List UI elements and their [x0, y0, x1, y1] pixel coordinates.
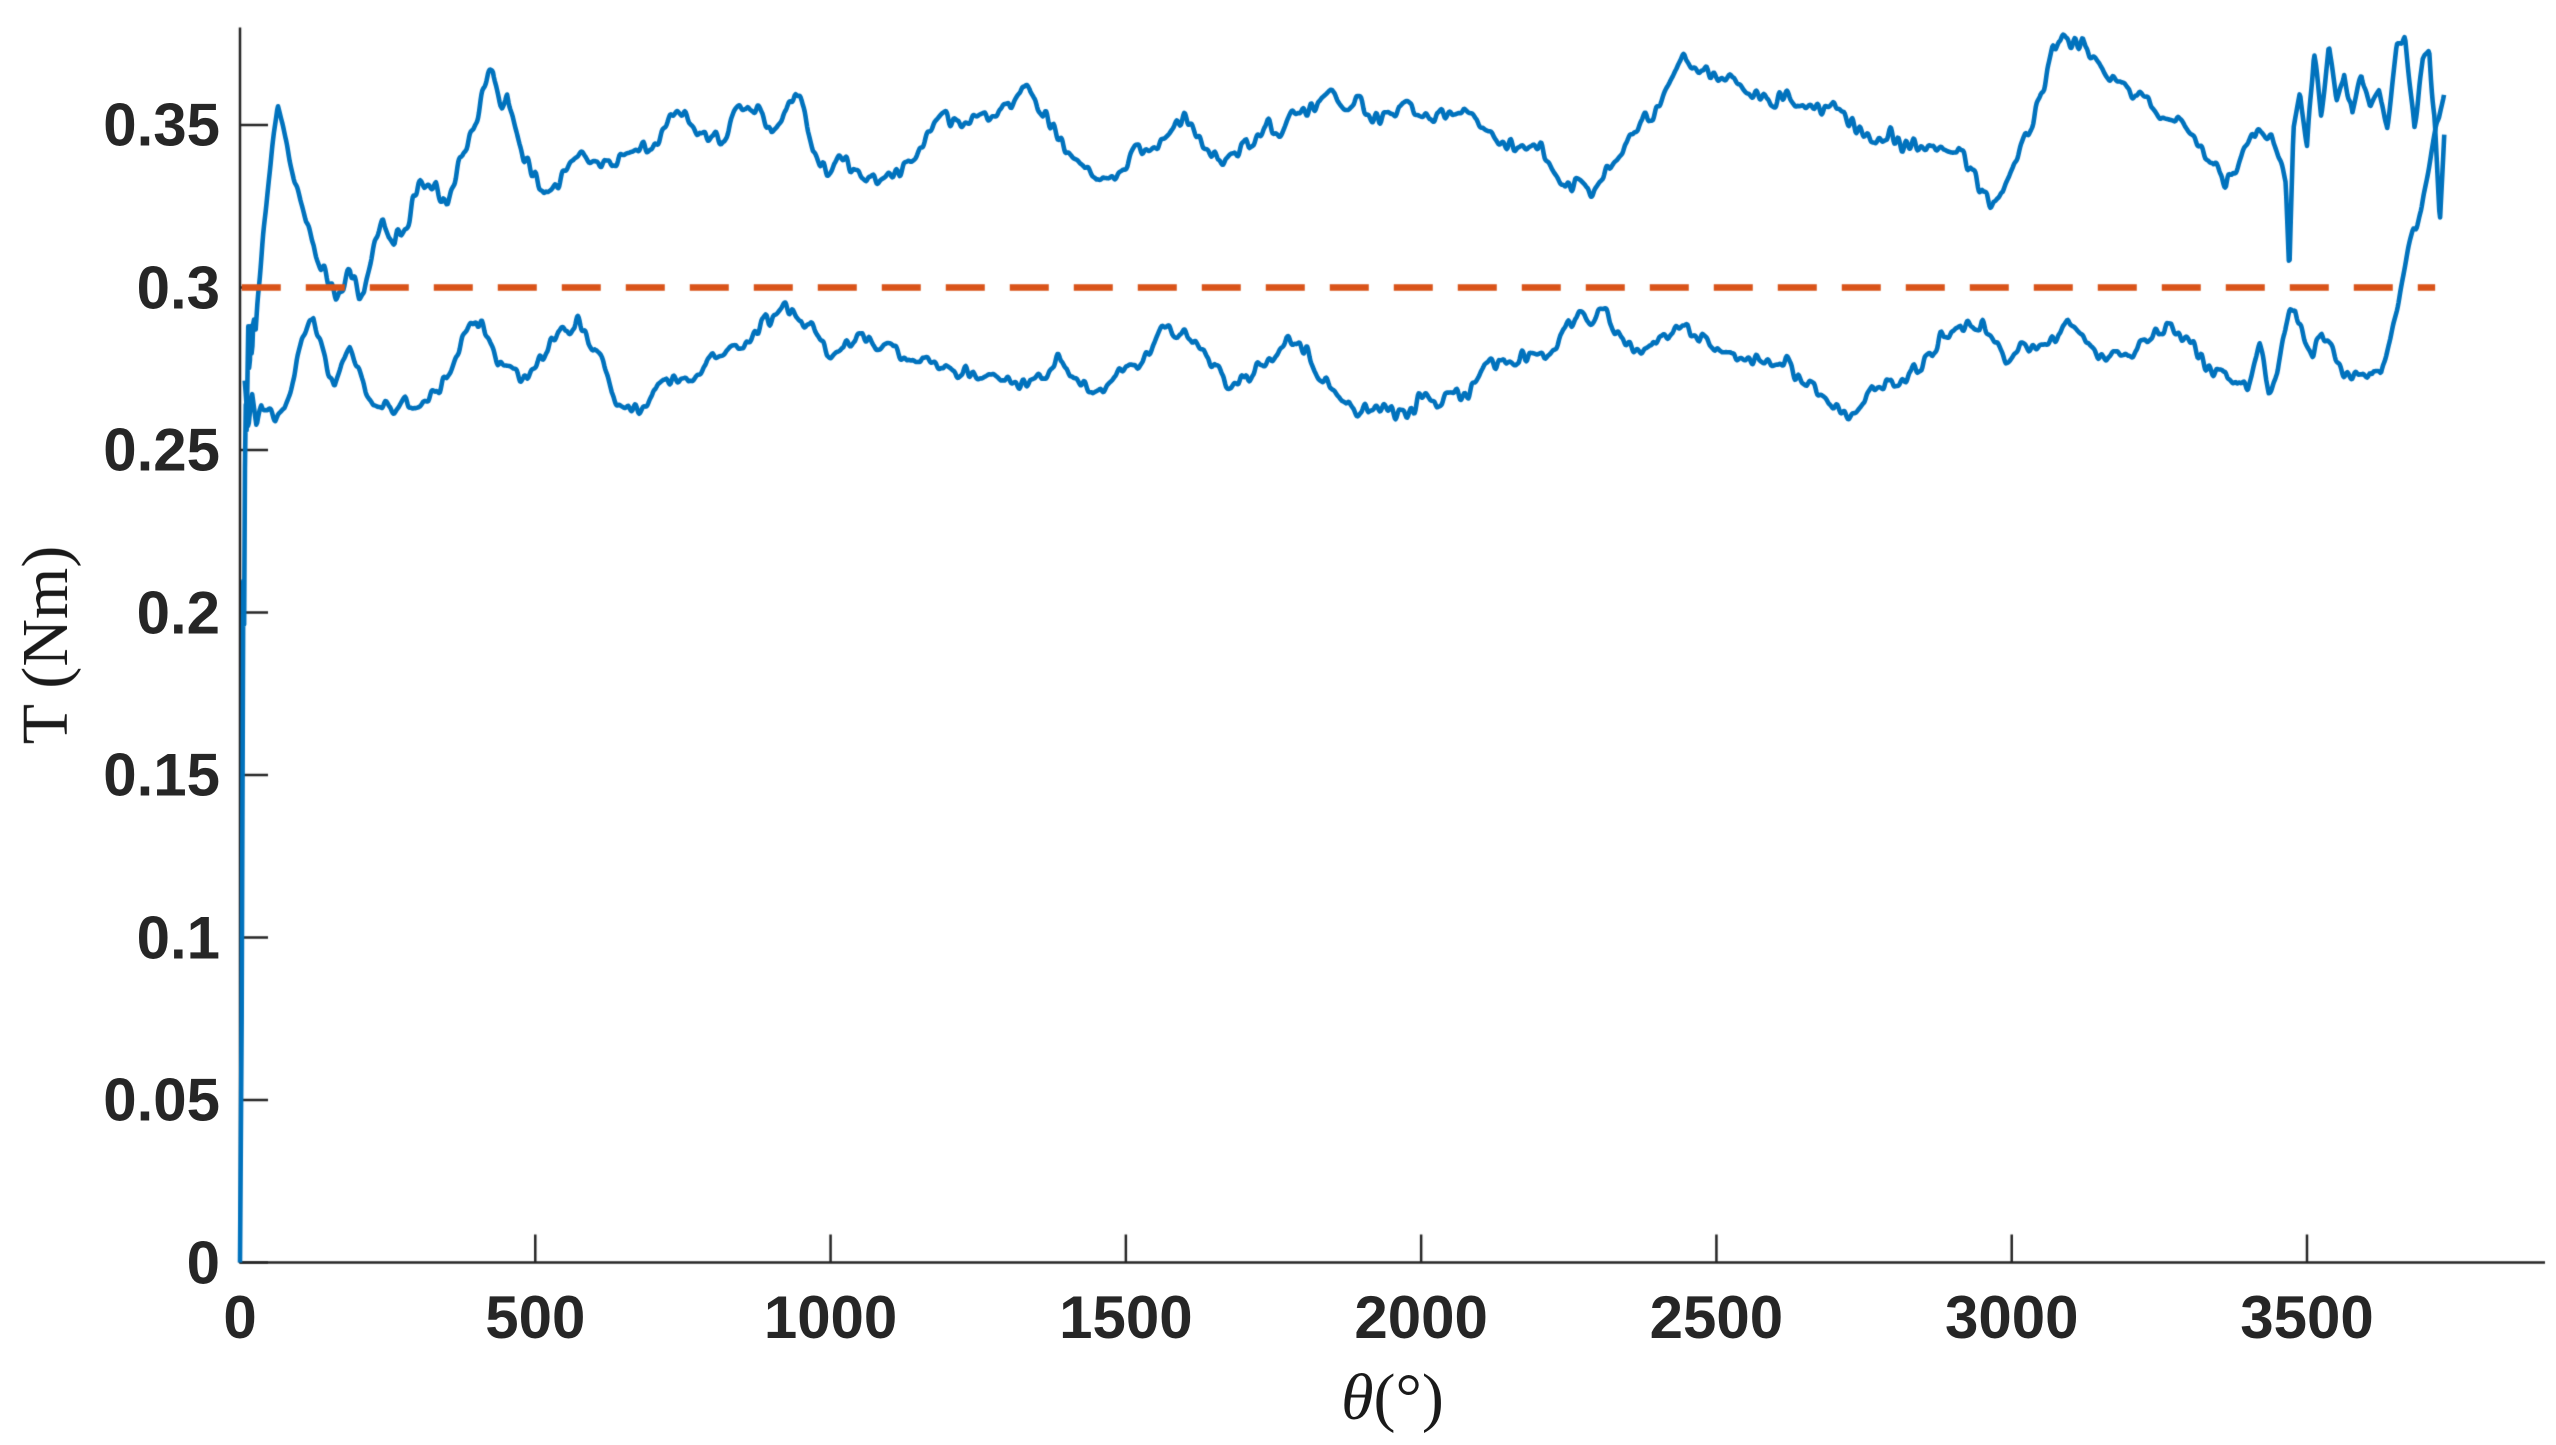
- x-tick-label-0: 0: [223, 1283, 257, 1351]
- y-tick-label-0.3: 0.3: [136, 254, 220, 321]
- x-tick-label-1500: 1500: [1059, 1283, 1193, 1351]
- x-tick-label-3000: 3000: [1944, 1283, 2079, 1351]
- x-tick-label-2500: 2500: [1649, 1283, 1784, 1351]
- y-tick-label-0.2: 0.2: [136, 579, 220, 646]
- x-tick-label-2000: 2000: [1354, 1283, 1488, 1351]
- y-tick-label-0.25: 0.25: [103, 416, 220, 484]
- y-tick-label-0.05: 0.05: [103, 1066, 220, 1134]
- y-tick-label-0.15: 0.15: [103, 741, 220, 809]
- x-tick-label-3500: 3500: [2240, 1283, 2374, 1351]
- y-tick-label-0: 0: [186, 1229, 220, 1296]
- x-tick-label-500: 500: [485, 1283, 586, 1351]
- x-axis-label: θ(°): [1341, 1360, 1444, 1436]
- x-tick-label-1000: 1000: [763, 1283, 898, 1351]
- y-tick-label-0.1: 0.1: [136, 904, 220, 971]
- degree-unit: (°): [1373, 1361, 1444, 1434]
- theta-symbol: θ: [1341, 1361, 1374, 1434]
- y-tick-label-0.35: 0.35: [103, 91, 220, 159]
